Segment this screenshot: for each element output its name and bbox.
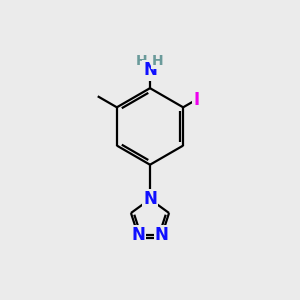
Text: H: H <box>136 54 148 68</box>
Text: I: I <box>193 91 200 109</box>
Text: N: N <box>155 226 169 244</box>
Text: N: N <box>143 190 157 208</box>
Text: N: N <box>131 226 145 244</box>
Text: N: N <box>143 61 157 80</box>
Text: H: H <box>152 54 164 68</box>
